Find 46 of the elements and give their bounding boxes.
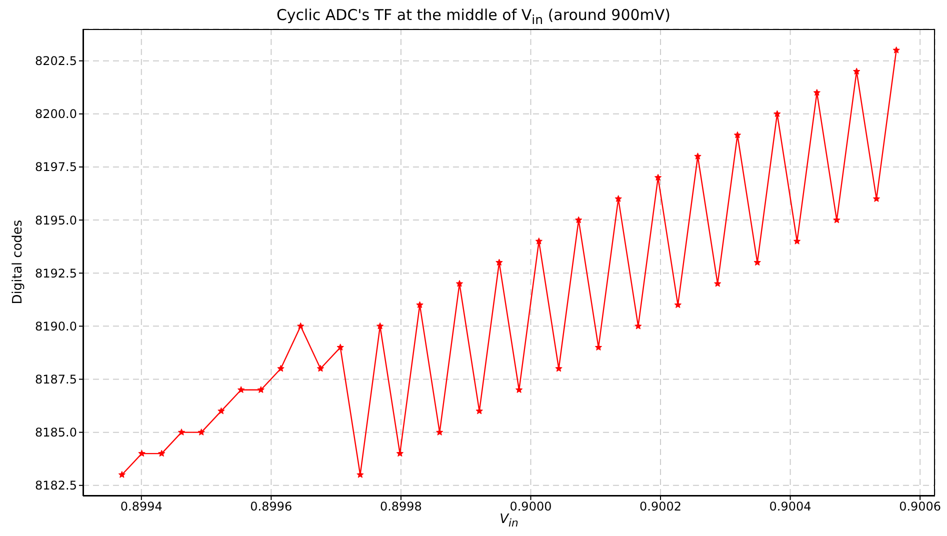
- x-tick-label: 0.8994: [120, 500, 162, 514]
- point: [694, 152, 702, 160]
- point: [535, 238, 542, 244]
- point: [813, 88, 820, 96]
- y-tick-label: 8197.5: [35, 160, 77, 174]
- point: [654, 174, 662, 181]
- point: [178, 428, 186, 436]
- point: [872, 195, 880, 202]
- point: [734, 131, 742, 138]
- y-tick-label: 8187.5: [35, 372, 77, 387]
- point: [575, 216, 582, 224]
- y-axis-title: Digital codes: [10, 220, 26, 304]
- point: [257, 386, 265, 393]
- point: [496, 258, 503, 266]
- point: [774, 110, 781, 117]
- point: [853, 68, 860, 75]
- point: [376, 322, 384, 330]
- y-tick-label: 8182.5: [35, 478, 77, 493]
- point: [416, 301, 424, 308]
- x-tick-label: 0.8998: [380, 500, 422, 514]
- point: [158, 450, 166, 457]
- chart-title: Cyclic ADC's TF at the middle of V$_{in}$ (around 900mV): [275, 6, 672, 27]
- point: [218, 407, 225, 414]
- y-tick-label: 8185.0: [35, 426, 77, 440]
- y-tick-label: 8192.5: [35, 266, 77, 280]
- point: [118, 471, 126, 478]
- point: [316, 364, 324, 372]
- point: [336, 344, 344, 350]
- x-tick-label: 0.9006: [899, 500, 942, 514]
- x-axis-title: V$_{in}$: [498, 512, 520, 530]
- point: [456, 280, 464, 287]
- point: [297, 322, 304, 330]
- x-tick-label: 0.8996: [250, 500, 292, 514]
- x-tick-label: 0.9004: [769, 500, 812, 514]
- point: [138, 450, 146, 457]
- y-tick-label: 8195.0: [35, 213, 77, 228]
- point: [614, 195, 622, 202]
- y-tick-label: 8190.0: [35, 319, 77, 334]
- point: [892, 46, 900, 54]
- point: [198, 428, 205, 436]
- point: [277, 364, 284, 372]
- point: [237, 386, 245, 393]
- x-tick-label: 0.9000: [510, 500, 552, 514]
- y-tick-label: 8202.5: [35, 54, 77, 68]
- x-tick-label: 0.9002: [640, 500, 682, 514]
- y-tick-label: 8200.0: [35, 107, 77, 122]
